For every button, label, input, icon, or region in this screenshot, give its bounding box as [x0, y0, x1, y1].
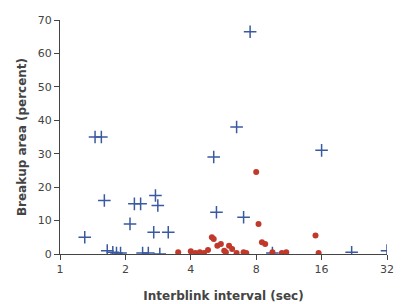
svg-text:40: 40: [38, 114, 52, 127]
svg-text:Interblink interval (sec): Interblink interval (sec): [143, 289, 303, 303]
svg-text:10: 10: [38, 214, 52, 227]
svg-text:4: 4: [187, 263, 194, 276]
svg-text:30: 30: [38, 148, 52, 161]
svg-text:8: 8: [253, 263, 260, 276]
svg-text:70: 70: [38, 14, 52, 27]
svg-text:50: 50: [38, 81, 52, 94]
svg-text:0: 0: [45, 248, 52, 261]
svg-text:2: 2: [122, 263, 129, 276]
svg-text:32: 32: [380, 263, 394, 276]
svg-text:20: 20: [38, 181, 52, 194]
svg-text:60: 60: [38, 47, 52, 60]
svg-text:Breakup area (percent): Breakup area (percent): [15, 58, 29, 216]
svg-text:1: 1: [57, 263, 64, 276]
svg-text:16: 16: [315, 263, 329, 276]
